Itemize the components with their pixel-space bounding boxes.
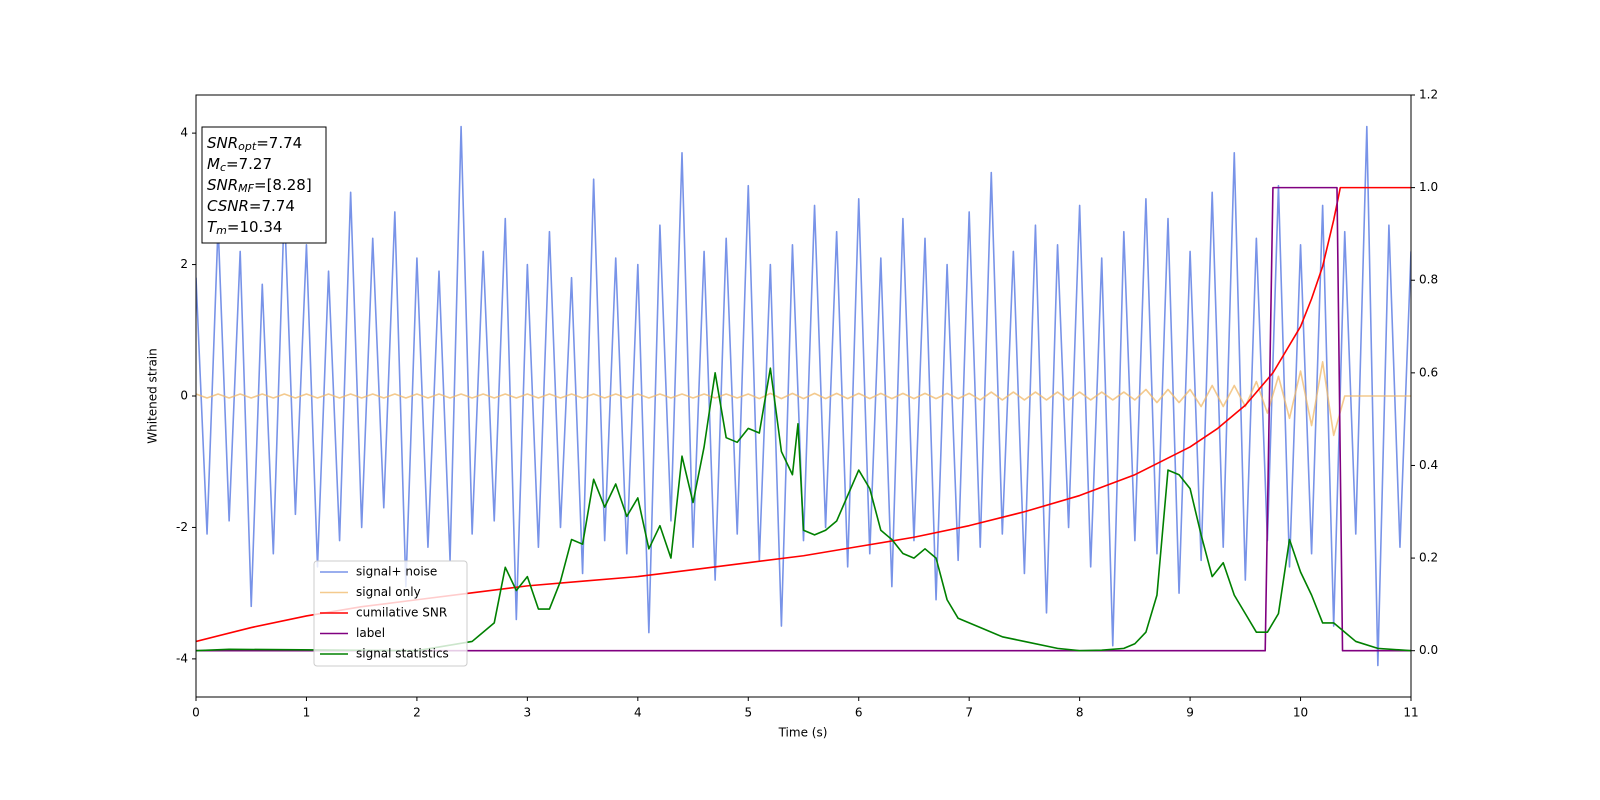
y2-tick-label: 0.0	[1419, 643, 1438, 657]
annotation-symbol: T	[207, 218, 218, 236]
legend-label: signal+ noise	[356, 565, 437, 579]
annotation-subscript: opt	[238, 140, 257, 153]
legend-label: label	[356, 626, 385, 640]
x-tick-label: 6	[855, 706, 863, 720]
annotation: SNRMF=[8.28]	[207, 176, 312, 196]
x-tick-label: 11	[1403, 706, 1418, 720]
annotation-value: =[8.28]	[254, 176, 312, 194]
annotation: SNRopt=7.74	[207, 134, 302, 154]
legend-label: signal statistics	[356, 647, 449, 661]
annotation-frame	[201, 126, 327, 244]
x-tick-label: 8	[1076, 706, 1084, 720]
y2-tick-label: 0.2	[1419, 551, 1438, 565]
legend-label: cumilative SNR	[356, 606, 447, 620]
x-tick-label: 2	[413, 706, 421, 720]
annotation: Tm=10.34	[207, 218, 282, 238]
x-tick-label: 5	[744, 706, 752, 720]
y2-tick-label: 0.8	[1419, 273, 1438, 287]
y2-tick-label: 0.6	[1419, 365, 1438, 379]
series-line	[196, 125, 1411, 667]
x-tick-label: 1	[303, 706, 311, 720]
annotation-box: SNRopt=7.74Mc=7.27SNRMF=[8.28]CSNR=7.74T…	[201, 126, 327, 244]
y-tick-label: 4	[180, 126, 188, 140]
legend-label: signal only	[356, 585, 421, 599]
annotation-symbol: SNR	[207, 134, 238, 152]
annotation: CSNR=7.74	[207, 197, 295, 215]
y-tick-label: 0	[180, 389, 188, 403]
x-tick-label: 4	[634, 706, 642, 720]
annotation-subscript: m	[216, 224, 227, 237]
x-tick-label: 3	[524, 706, 532, 720]
y2-tick-label: 1.0	[1419, 180, 1438, 194]
annotation-symbol: SNR	[207, 176, 238, 194]
x-axis-label: Time (s)	[778, 726, 828, 740]
x-tick-label: 7	[965, 706, 973, 720]
y-tick-label: -4	[176, 651, 188, 665]
annotation-symbol: CSNR	[207, 197, 249, 215]
y-axis-label: Whitened strain	[146, 348, 160, 444]
annotation-symbol: M	[207, 155, 220, 173]
annotation-value: =7.27	[226, 155, 272, 173]
y-tick-label: -2	[176, 520, 188, 534]
legend-frame	[313, 560, 468, 667]
annotation-subscript: MF	[238, 182, 254, 195]
annotation-value: =10.34	[227, 218, 283, 236]
annotation-subscript: c	[220, 161, 226, 174]
annotation-value: =7.74	[249, 197, 295, 215]
annotation-value: =7.74	[256, 134, 302, 152]
x-tick-label: 9	[1186, 706, 1194, 720]
series-line	[196, 361, 1411, 437]
x-tick-label: 10	[1293, 706, 1308, 720]
y-tick-label: 2	[180, 257, 188, 271]
annotation: Mc=7.27	[207, 155, 272, 175]
series-line	[196, 367, 1411, 652]
y2-tick-label: 1.2	[1419, 88, 1438, 102]
x-tick-label: 0	[192, 706, 200, 720]
legend: signal+ noise signal only cumilative SNR la…	[313, 560, 468, 667]
y2-tick-label: 0.4	[1419, 458, 1438, 472]
